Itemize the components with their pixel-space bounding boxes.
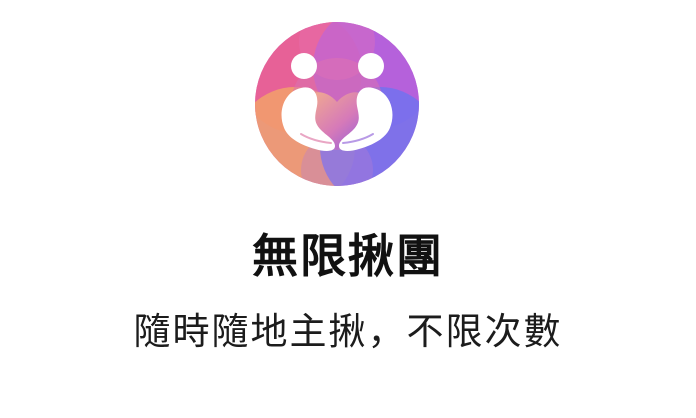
feature-title: 無限揪團 bbox=[252, 229, 444, 283]
caring-hands-heart-icon bbox=[255, 22, 419, 186]
feature-subtitle: 隨時隨地主揪，不限次數 bbox=[133, 310, 563, 353]
